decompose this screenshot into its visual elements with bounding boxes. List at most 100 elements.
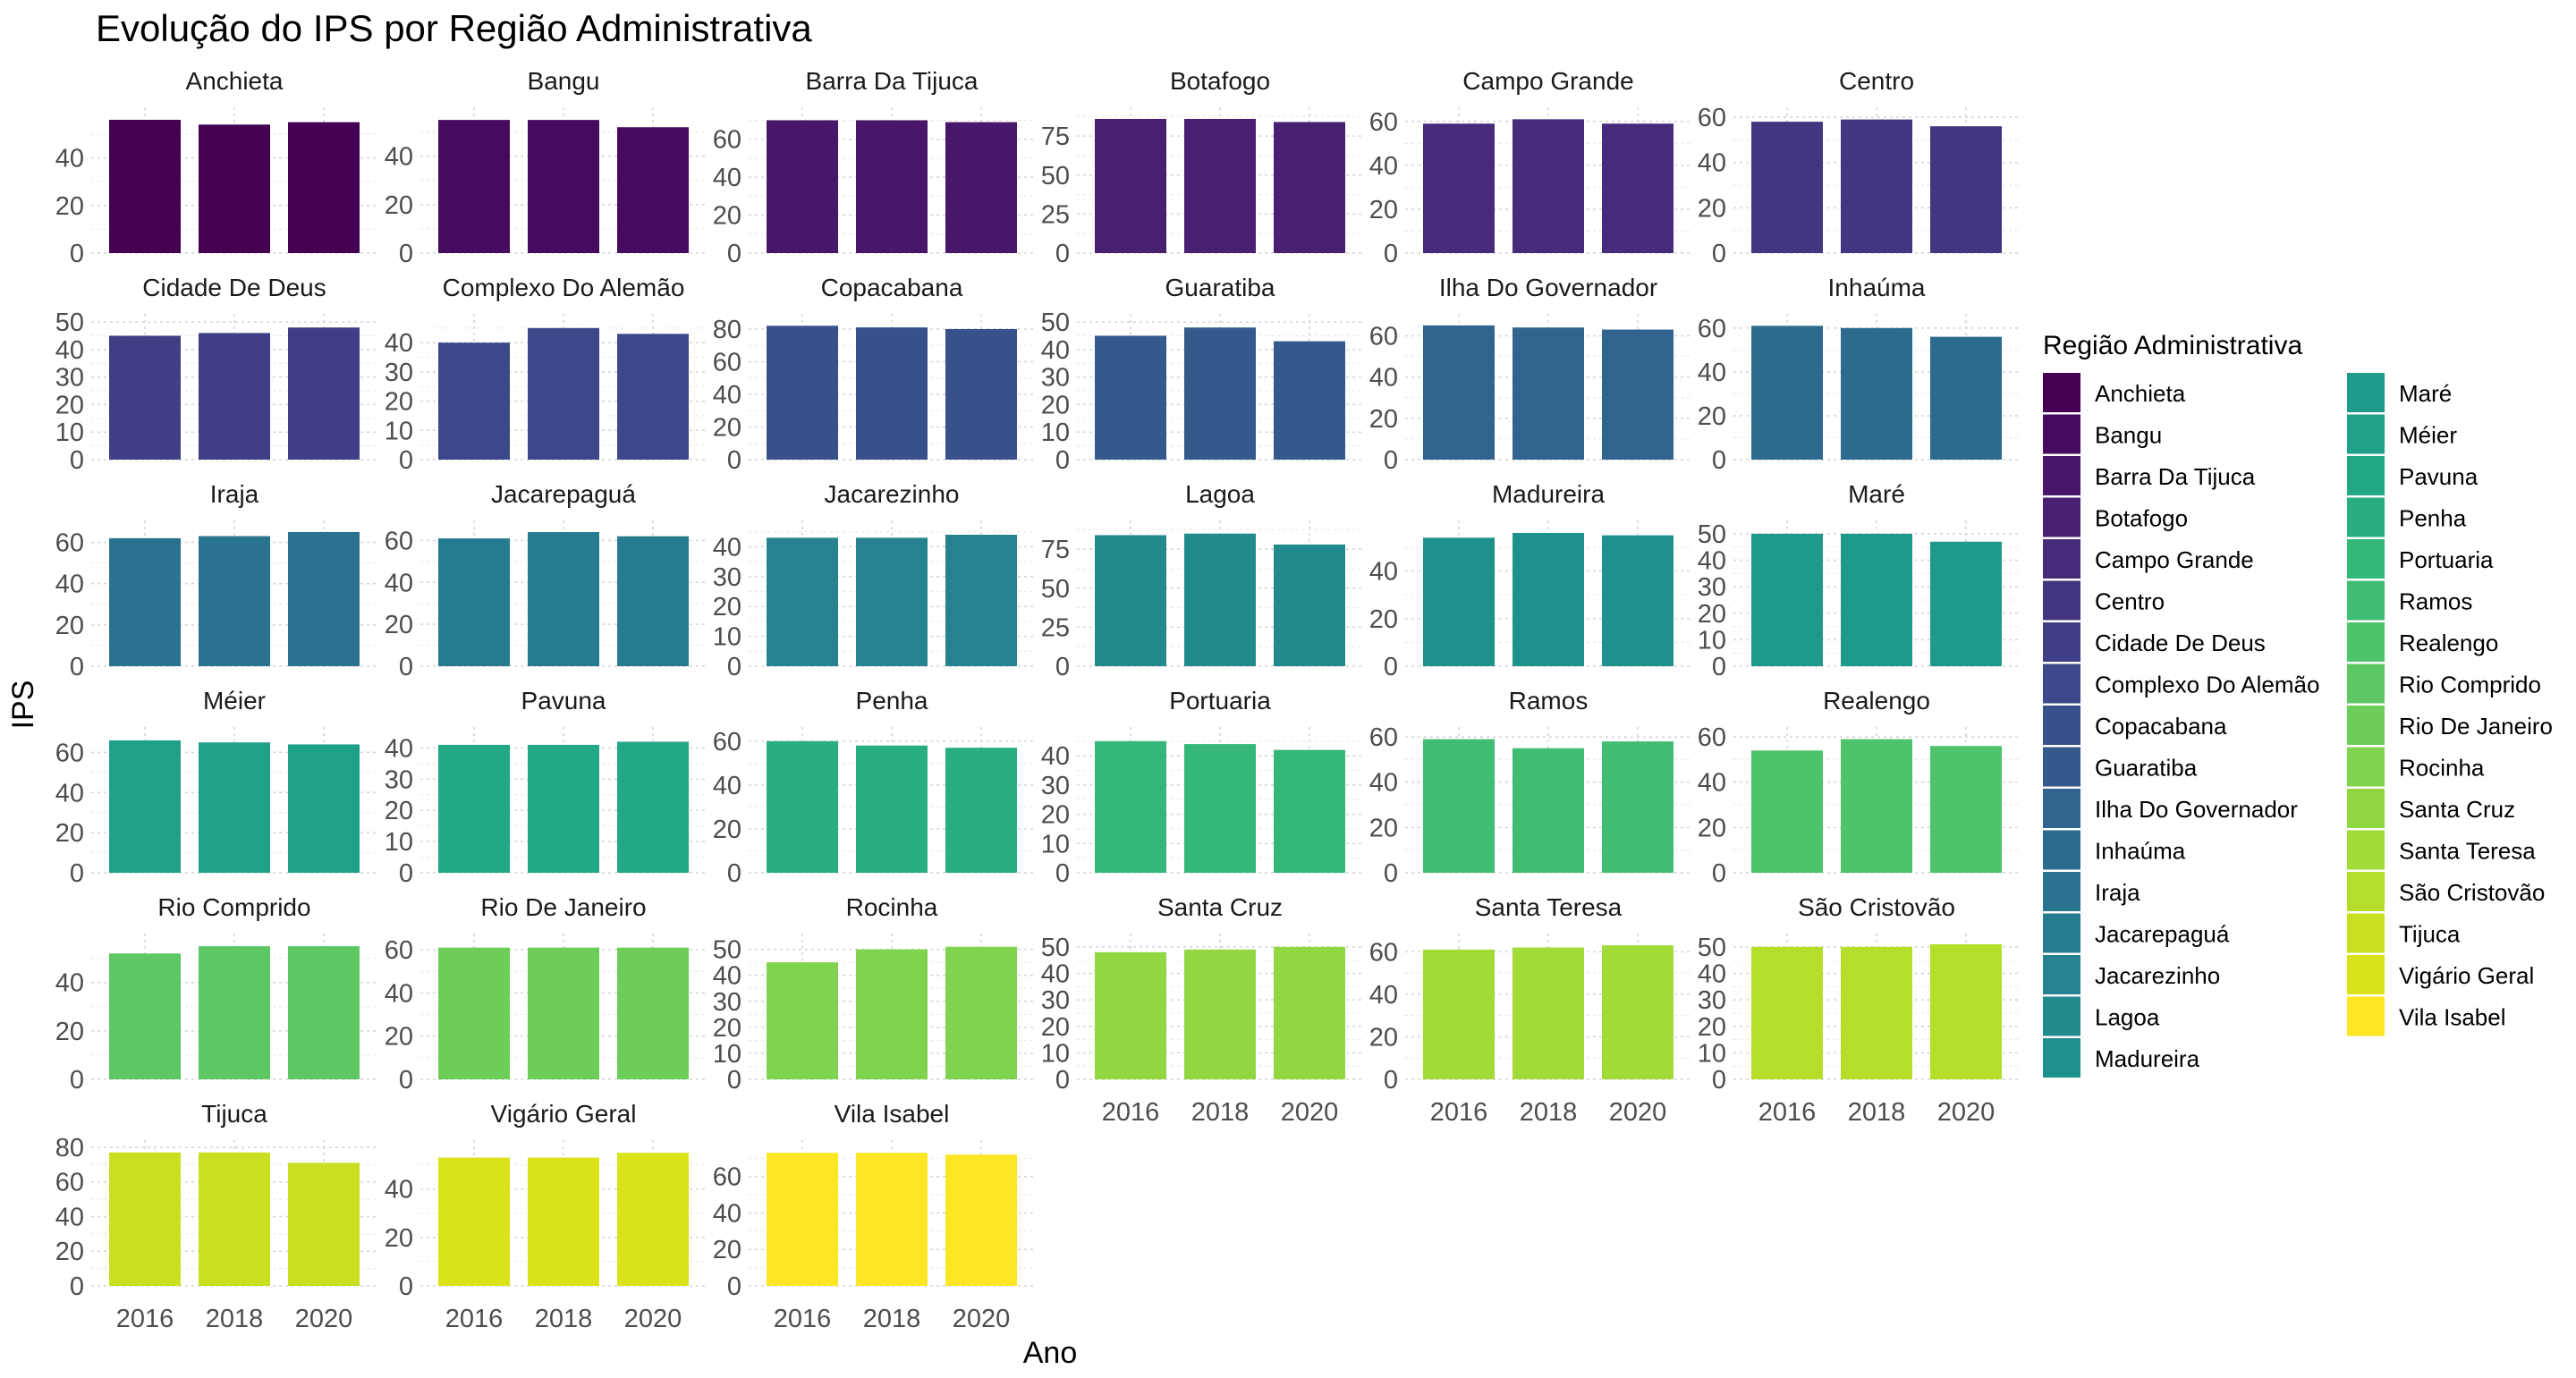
legend-item: Anchieta	[2043, 373, 2186, 412]
legend-item: Copacabana	[2043, 706, 2227, 745]
bar	[1513, 327, 1584, 460]
y-tick-label: 25	[1041, 200, 1070, 229]
y-tick-label: 0	[1055, 653, 1070, 681]
bar	[109, 119, 181, 253]
bar	[1602, 123, 1674, 253]
x-tick-label: 2018	[1848, 1098, 1906, 1127]
y-tick-label: 20	[1369, 405, 1398, 434]
y-tick-label: 25	[1041, 613, 1070, 642]
bar	[1274, 341, 1345, 460]
facet-strip-label: Anchieta	[186, 67, 284, 95]
bar	[288, 1162, 360, 1286]
y-tick-label: 20	[1698, 1013, 1726, 1042]
bar	[1841, 327, 1912, 460]
bar	[109, 953, 181, 1079]
bar	[1274, 544, 1345, 666]
facet-strip-label: Santa Teresa	[1475, 893, 1623, 921]
bar	[1841, 739, 1912, 873]
facet-panel: Iraja 0 20 40 60	[55, 480, 377, 681]
legend-items: Anchieta Bangu Barra Da Tijuca Botafogo Camp…	[2043, 373, 2553, 1078]
legend-label: Barra Da Tijuca	[2095, 463, 2256, 490]
facet-panel: Botafogo 0 25 50 75	[1041, 67, 1363, 268]
bar	[767, 325, 838, 460]
legend-swatch	[2043, 789, 2080, 828]
legend-item: Vigário Geral	[2347, 955, 2534, 994]
bar	[109, 537, 181, 666]
bar	[199, 946, 270, 1079]
y-tick-label: 0	[727, 653, 741, 681]
bar	[438, 538, 510, 666]
legend-item: Complexo Do Alemão	[2043, 664, 2319, 704]
y-tick-label: 50	[55, 309, 84, 337]
y-tick-label: 20	[713, 202, 741, 231]
y-tick-label: 0	[70, 1272, 84, 1301]
bar	[1184, 533, 1256, 666]
y-tick-label: 60	[1698, 104, 1726, 132]
bar	[856, 949, 928, 1079]
bar	[528, 120, 599, 253]
legend-label: Vigário Geral	[2399, 962, 2534, 989]
legend-swatch	[2347, 622, 2385, 662]
y-tick-label: 20	[385, 1023, 413, 1052]
bar	[1095, 535, 1166, 666]
y-tick-label: 60	[713, 348, 741, 376]
facet-strip-label: Iraja	[210, 480, 259, 508]
legend-label: Realengo	[2399, 630, 2498, 656]
y-tick-label: 0	[1384, 1066, 1398, 1095]
y-tick-label: 20	[55, 1018, 84, 1046]
legend-swatch	[2347, 830, 2385, 870]
bar	[528, 327, 599, 460]
legend-label: Guaratiba	[2095, 755, 2198, 782]
y-tick-label: 0	[1712, 653, 1726, 681]
bar	[1602, 535, 1674, 666]
y-tick-label: 0	[1384, 240, 1398, 268]
y-tick-label: 40	[1369, 152, 1398, 181]
y-tick-label: 20	[713, 1014, 741, 1043]
legend-label: Campo Grande	[2095, 546, 2254, 573]
y-tick-label: 0	[1712, 859, 1726, 888]
bar	[1184, 327, 1256, 460]
y-tick-label: 0	[399, 1272, 413, 1301]
facet-panel: Tijuca 0 20 40 60 80 2016 2018 2020	[55, 1100, 377, 1333]
y-tick-label: 20	[1041, 801, 1070, 830]
y-tick-label: 0	[1384, 859, 1398, 888]
facet-strip-label: Vila Isabel	[835, 1100, 950, 1128]
y-tick-label: 40	[55, 1203, 84, 1231]
y-tick-label: 40	[1369, 981, 1398, 1010]
y-tick-label: 10	[1698, 626, 1726, 655]
legend-swatch	[2043, 955, 2080, 994]
y-tick-label: 0	[1384, 446, 1398, 475]
y-tick-label: 20	[1698, 194, 1726, 223]
y-tick-label: 0	[1712, 1066, 1726, 1095]
y-tick-label: 40	[385, 569, 413, 597]
y-tick-label: 50	[1041, 162, 1070, 190]
legend-label: Tijuca	[2399, 921, 2461, 948]
y-tick-label: 60	[55, 739, 84, 767]
facet-panel: Centro 0 20 40 60	[1698, 67, 2020, 268]
y-tick-label: 0	[70, 446, 84, 475]
bar	[1602, 741, 1674, 873]
bar	[856, 537, 928, 666]
y-tick-label: 0	[1712, 240, 1726, 268]
legend-item: Méier	[2347, 414, 2457, 454]
y-tick-label: 60	[1369, 723, 1398, 752]
facet-strip-label: Botafogo	[1170, 67, 1270, 95]
facet-strip-label: Jacarezinho	[825, 480, 960, 508]
y-tick-label: 80	[55, 1134, 84, 1162]
y-tick-label: 0	[1384, 653, 1398, 681]
legend-item: Ilha Do Governador	[2043, 789, 2298, 828]
legend-swatch	[2347, 996, 2385, 1036]
y-tick-label: 40	[713, 962, 741, 991]
y-tick-label: 0	[1055, 240, 1070, 268]
bar	[856, 745, 928, 873]
y-tick-label: 60	[1369, 938, 1398, 967]
bar	[1423, 325, 1495, 460]
legend-swatch	[2347, 539, 2385, 579]
legend-swatch	[2043, 456, 2080, 495]
facet-panel: Copacabana 0 20 40 60 80	[713, 274, 1035, 475]
y-tick-label: 40	[55, 336, 84, 365]
y-tick-label: 75	[1041, 536, 1070, 564]
y-tick-label: 30	[713, 563, 741, 592]
